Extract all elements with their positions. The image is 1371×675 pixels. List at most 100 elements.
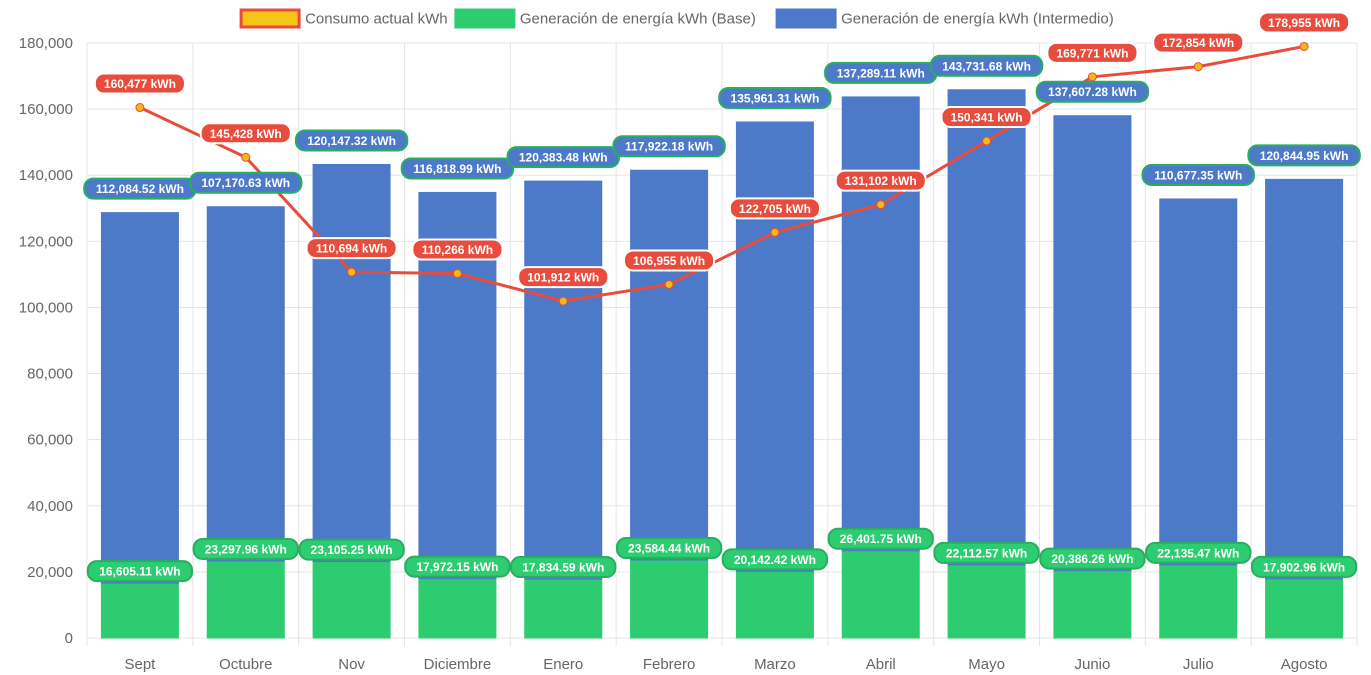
bar-intermedio[interactable] [841, 96, 920, 552]
data-label-consumo: 160,477 kWh [93, 72, 186, 95]
y-tick-label: 20,000 [27, 564, 73, 581]
bar-intermedio[interactable] [1053, 115, 1132, 572]
data-label-base: 23,105.25 kWh [298, 538, 405, 561]
bar-intermedio[interactable] [100, 212, 179, 584]
data-label-consumo-bg [1258, 11, 1351, 34]
line-point[interactable] [982, 136, 992, 146]
data-label-base: 16,605.11 kWh [86, 560, 194, 583]
line-point[interactable] [664, 279, 674, 289]
legend[interactable]: Consumo actual kWh Generación de energía … [239, 8, 1114, 29]
data-label-base-text: 17,834.59 kWh [522, 561, 604, 575]
bar-base[interactable] [1053, 570, 1132, 639]
bar-base[interactable] [735, 570, 814, 639]
data-label-consumo-text: 169,771 kWh [1056, 46, 1128, 60]
x-tick-label: Marzo [754, 656, 796, 673]
data-label-consumo-text: 178,955 kWh [1268, 16, 1340, 30]
data-label-base: 17,972.15 kWh [404, 555, 511, 578]
y-tick-label: 100,000 [19, 299, 73, 316]
y-tick-label: 80,000 [27, 366, 73, 383]
line-point[interactable] [1087, 72, 1097, 82]
bar-base[interactable] [1265, 578, 1344, 639]
data-label-intermedio: 120,147.32 kWh [294, 129, 409, 152]
data-label-intermedio-bg [506, 146, 620, 169]
line-point[interactable] [135, 103, 145, 113]
x-tick-label: Mayo [968, 656, 1005, 673]
bar-intermedio[interactable] [312, 163, 391, 563]
data-label-intermedio-bg [189, 171, 303, 194]
bar-base[interactable] [206, 560, 285, 639]
line-point[interactable] [876, 200, 886, 210]
legend-swatch [775, 8, 837, 29]
data-label-consumo-text: 131,102 kWh [845, 174, 917, 188]
legend-label: Generación de energía kWh (Base) [520, 11, 756, 28]
line-point[interactable] [558, 296, 568, 306]
x-tick-label: Julio [1183, 656, 1214, 673]
data-label-intermedio: 110,677.35 kWh [1141, 163, 1255, 186]
x-tick-label: Abril [866, 656, 896, 673]
x-tick-label: Enero [543, 656, 583, 673]
data-label-base-bg [1250, 555, 1358, 578]
bar-base[interactable] [418, 578, 497, 639]
bar-base[interactable] [630, 559, 709, 639]
bar-intermedio[interactable] [630, 169, 709, 561]
data-label-base: 17,834.59 kWh [510, 556, 617, 579]
data-label-intermedio-text: 120,844.95 kWh [1260, 149, 1349, 163]
bar-base[interactable] [841, 550, 920, 639]
data-label-base-bg [827, 527, 934, 550]
data-label-intermedio-text: 143,731.68 kWh [942, 59, 1031, 73]
data-label-consumo-bg [1046, 41, 1139, 64]
line-point[interactable] [452, 269, 462, 279]
line-point[interactable] [241, 152, 251, 162]
data-label-base-text: 22,135.47 kWh [1157, 546, 1239, 560]
data-label-base: 26,401.75 kWh [827, 527, 934, 550]
bar-base[interactable] [1159, 564, 1238, 639]
data-label-consumo: 122,705 kWh [728, 197, 821, 220]
bar-base[interactable] [524, 578, 603, 639]
data-label-consumo-text: 110,266 kWh [422, 243, 493, 257]
data-label-consumo-text: 145,428 kWh [210, 127, 282, 141]
legend-swatch [454, 8, 516, 29]
data-label-consumo-bg [940, 106, 1033, 129]
legend-label: Generación de energía kWh (Intermedio) [841, 11, 1114, 28]
data-label-intermedio: 116,818.99 kWh [400, 157, 515, 180]
bar-base[interactable] [312, 561, 391, 639]
bar-base[interactable] [947, 564, 1026, 639]
x-tick-label: Sept [124, 656, 156, 673]
bar-intermedio[interactable] [947, 89, 1026, 566]
data-label-base: 20,386.26 kWh [1039, 547, 1146, 570]
data-label-base-text: 23,584.44 kWh [628, 542, 710, 556]
data-label-base-text: 17,902.96 kWh [1263, 560, 1345, 574]
data-label-intermedio: 112,084.52 kWh [83, 177, 197, 200]
data-label-intermedio-text: 120,147.32 kWh [307, 134, 396, 148]
bar-intermedio[interactable] [524, 180, 603, 580]
data-label-intermedio-text: 120,383.48 kWh [519, 151, 608, 165]
data-label-intermedio-text: 137,607.28 kWh [1048, 85, 1137, 99]
data-label-base-bg [615, 537, 723, 560]
line-point[interactable] [1299, 41, 1309, 51]
data-label-consumo: 150,341 kWh [940, 106, 1033, 129]
data-label-consumo-bg [834, 169, 927, 192]
data-label-base-bg [298, 538, 405, 561]
axis-layer: 0 20,000 40,000 60,000 80,000 100,000 120,000 1… [19, 35, 1328, 673]
data-label-consumo-bg [623, 249, 716, 272]
data-label-consumo-bg [305, 237, 398, 260]
bar-intermedio[interactable] [735, 121, 814, 572]
bar-intermedio[interactable] [1265, 178, 1344, 580]
line-point[interactable] [1193, 62, 1203, 72]
legend-item-intermedio[interactable]: Generación de energía kWh (Intermedio) [775, 8, 1114, 29]
data-label-consumo-text: 106,955 kWh [633, 254, 705, 268]
bar-intermedio[interactable] [1159, 198, 1238, 566]
bar-intermedio[interactable] [206, 206, 285, 562]
data-label-base: 17,902.96 kWh [1250, 555, 1358, 578]
data-label-base: 23,584.44 kWh [615, 537, 723, 560]
data-label-base: 23,297.96 kWh [192, 537, 299, 560]
line-point[interactable] [770, 227, 780, 237]
legend-item-base[interactable]: Generación de energía kWh (Base) [454, 8, 756, 29]
legend-item-consumo[interactable]: Consumo actual kWh [239, 8, 448, 29]
bar-base[interactable] [100, 582, 179, 639]
data-label-consumo-bg [1152, 31, 1245, 54]
data-label-consumo: 145,428 kWh [199, 122, 292, 145]
data-label-consumo-text: 101,912 kWh [527, 271, 599, 285]
line-point[interactable] [347, 267, 357, 277]
